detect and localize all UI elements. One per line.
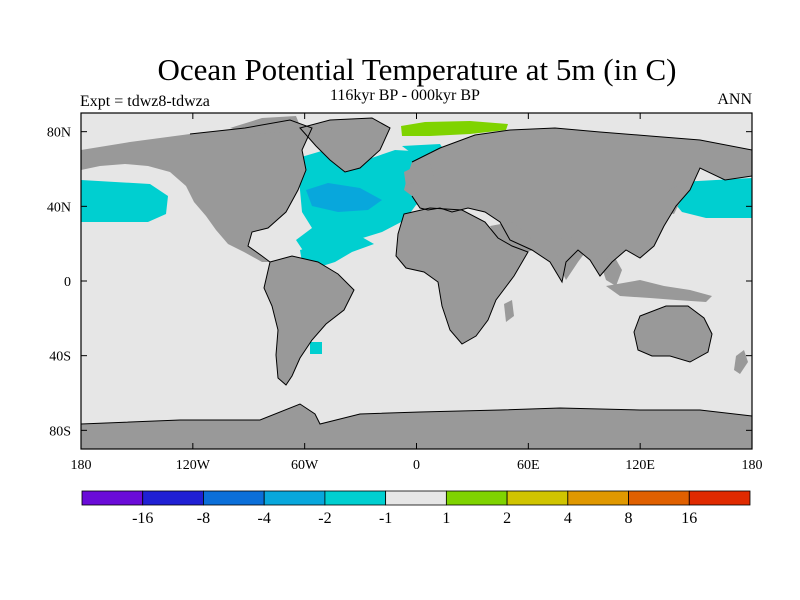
land-scandinavia [430, 146, 466, 182]
colorbar-box-6 [445, 490, 508, 506]
anomaly-north-pacific-west [81, 180, 168, 222]
lat-label-2: 0 [64, 275, 71, 290]
colorbar-box-1 [142, 490, 204, 506]
land-southeast-asia [600, 256, 622, 286]
colorbar-label-2: -4 [258, 510, 271, 527]
colorbar-label-7: 4 [564, 510, 572, 527]
lon-label-3: 0 [413, 458, 420, 473]
anomaly-cold-core [306, 183, 382, 212]
longitude-axis: 180 120W 60W 0 60E 120E 180 [71, 113, 763, 473]
land-arctic-islands [230, 116, 300, 134]
lon-label-2: 60W [291, 458, 319, 473]
colorbar-box-8 [567, 490, 629, 506]
latitude-axis: 80N 40N 0 40S 80S [47, 126, 752, 439]
colorbar-label-4: -1 [379, 510, 392, 527]
lon-label-0: 180 [71, 458, 92, 473]
lat-label-4: 80S [49, 424, 71, 439]
colorbar-label-9: 16 [681, 510, 697, 527]
colorbar-box-0 [81, 490, 144, 506]
land-india [555, 236, 590, 280]
land-africa [396, 208, 528, 344]
lon-label-5: 120E [625, 458, 655, 473]
lon-label-1: 120W [176, 458, 211, 473]
anomaly-subtropical-atlantic [300, 236, 374, 268]
anomaly-barents-sea [401, 121, 508, 136]
colorbar-box-2 [203, 490, 265, 506]
coastline-eurasia [411, 127, 752, 284]
colorbar-label-0: -16 [132, 510, 153, 527]
land-japan [666, 186, 682, 214]
land-north-america [81, 120, 312, 262]
coastlines [81, 117, 752, 425]
coastline-greenland [299, 117, 391, 173]
coastline-africa [395, 207, 529, 345]
colorbar-box-3 [263, 490, 326, 506]
lat-label-1: 40N [47, 200, 71, 215]
colorbar-label-5: 1 [442, 510, 450, 527]
land-south-america [264, 256, 354, 385]
land-uk [404, 168, 414, 186]
season-label: ANN [717, 91, 752, 108]
coastline-south-america [263, 255, 355, 386]
land-eurasia [404, 128, 752, 282]
anomaly-south-atlantic [310, 342, 322, 354]
lon-label-4: 60E [517, 458, 540, 473]
land-madagascar [504, 300, 514, 322]
colorbar-label-8: 8 [625, 510, 633, 527]
period-label: 116kyr BP - 000kyr BP [330, 87, 480, 104]
land-new-zealand [734, 350, 748, 374]
coastline-antarctica [81, 403, 752, 425]
land-greenland [300, 118, 390, 172]
colorbar-box-7 [506, 490, 569, 506]
land-masses [81, 116, 752, 449]
colorbar-boxes [81, 490, 751, 506]
coastline-australia [633, 305, 713, 363]
anomaly-north-pacific-east [672, 178, 752, 218]
colorbar-label-3: -2 [318, 510, 331, 527]
land-australia [634, 306, 712, 362]
land-antarctica [81, 404, 752, 449]
lon-label-6: 180 [742, 458, 763, 473]
lat-label-0: 80N [47, 126, 71, 141]
colorbar-box-9 [628, 490, 690, 506]
land-indonesia [606, 280, 712, 302]
land-arabia [490, 222, 534, 256]
lat-label-3: 40S [49, 350, 71, 365]
colorbar-label-6: 2 [503, 510, 511, 527]
colorbar-box-4 [324, 490, 387, 506]
experiment-label: Expt = tdwz8-tdwza [80, 93, 210, 110]
colorbar-box-10 [688, 490, 751, 506]
colorbar-labels: -16 -8 -4 -2 -1 1 2 4 8 16 [132, 510, 697, 527]
colorbar-label-1: -8 [197, 510, 210, 527]
anomaly-barents-cyan [402, 144, 445, 152]
coastline-north-america [189, 119, 313, 263]
plot-title: Ocean Potential Temperature at 5m (in C) [157, 52, 677, 87]
colorbar-box-5 [385, 490, 447, 506]
